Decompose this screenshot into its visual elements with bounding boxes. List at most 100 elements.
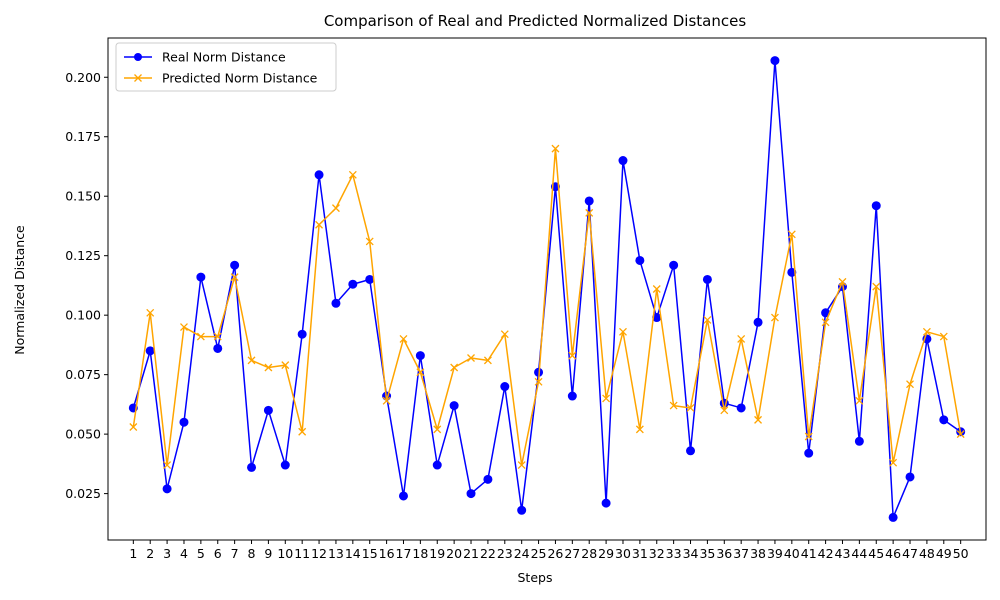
- x-marker: [146, 308, 155, 317]
- x-marker: [838, 277, 847, 286]
- data-point-predicted: [703, 315, 712, 324]
- data-point-predicted: [331, 204, 340, 213]
- data-point-real: [871, 201, 881, 211]
- chart-title: Comparison of Real and Predicted Normali…: [324, 12, 746, 30]
- data-point-predicted: [298, 427, 307, 436]
- x-tick-label: 50: [953, 546, 969, 561]
- x-marker: [264, 363, 273, 372]
- x-tick-label: 34: [683, 546, 699, 561]
- x-marker: [365, 237, 374, 246]
- data-point-predicted: [500, 330, 509, 339]
- x-tick-label: 32: [649, 546, 665, 561]
- x-marker: [247, 356, 256, 365]
- x-tick-label: 37: [733, 546, 749, 561]
- x-tick-label: 22: [480, 546, 496, 561]
- data-point-predicted: [754, 415, 763, 424]
- data-point-predicted: [146, 308, 155, 317]
- x-tick-label: 36: [716, 546, 732, 561]
- data-point-predicted: [196, 332, 205, 341]
- x-tick-label: 43: [835, 546, 851, 561]
- x-marker: [500, 330, 509, 339]
- x-marker: [619, 327, 627, 336]
- x-tick-label: 25: [531, 546, 547, 561]
- y-tick-label: 0.100: [65, 308, 101, 323]
- data-point-predicted: [855, 396, 864, 405]
- x-tick-label: 9: [264, 546, 272, 561]
- x-marker: [230, 273, 239, 282]
- x-tick-label: 5: [197, 546, 205, 561]
- data-point-real: [230, 260, 240, 270]
- axes-frame: [107, 37, 987, 541]
- data-point-real: [179, 417, 189, 427]
- x-tick-label: 16: [379, 546, 395, 561]
- x-tick-label: 1: [129, 546, 137, 561]
- data-point-predicted: [669, 401, 678, 410]
- data-point-predicted: [770, 313, 779, 322]
- data-point-real: [331, 298, 341, 308]
- x-marker: [382, 396, 391, 405]
- y-tick-label: 0.200: [65, 70, 101, 85]
- x-marker: [129, 423, 138, 431]
- x-tick-label: 11: [294, 546, 310, 561]
- data-point-real: [618, 156, 628, 166]
- x-tick-label: 4: [180, 546, 188, 561]
- x-marker: [399, 335, 408, 343]
- x-marker: [669, 401, 678, 410]
- x-tick-label: 46: [885, 546, 901, 561]
- data-point-real: [517, 505, 527, 515]
- y-tick-label: 0.175: [65, 129, 101, 144]
- x-tick-label: 3: [163, 546, 171, 561]
- data-point-real: [398, 491, 408, 501]
- x-marker: [163, 461, 172, 470]
- data-point-real: [500, 382, 510, 392]
- data-point-predicted: [787, 230, 796, 239]
- x-marker: [298, 427, 307, 436]
- x-tick-label: 15: [362, 546, 378, 561]
- data-point-real: [432, 460, 442, 470]
- legend-box: [115, 42, 337, 92]
- x-marker: [483, 356, 492, 365]
- data-point-real: [297, 329, 307, 339]
- y-tick-label: 0.125: [65, 248, 101, 263]
- data-point-predicted: [348, 170, 357, 179]
- data-point-real: [939, 415, 949, 425]
- x-marker: [585, 208, 594, 217]
- data-point-predicted: [281, 361, 290, 370]
- x-tick-label: 10: [277, 546, 293, 561]
- data-point-predicted: [956, 430, 965, 439]
- x-marker: [686, 403, 695, 412]
- data-point-predicted: [635, 425, 644, 434]
- x-marker: [551, 144, 560, 153]
- x-tick-label: 41: [801, 546, 817, 561]
- data-point-predicted: [568, 351, 577, 360]
- series-line-predicted: [132, 147, 962, 466]
- legend-label-predicted: Predicted Norm Distance: [162, 71, 318, 86]
- data-point-real: [888, 512, 898, 522]
- x-marker: [939, 332, 948, 341]
- x-tick-label: 18: [412, 546, 428, 561]
- x-tick-label: 19: [429, 546, 445, 561]
- data-point-predicted: [922, 327, 931, 336]
- x-marker: [889, 458, 898, 467]
- data-point-predicted: [433, 425, 442, 434]
- x-tick-label: 39: [767, 546, 783, 561]
- data-point-real: [567, 391, 577, 401]
- x-marker: [196, 332, 205, 341]
- data-point-real: [348, 279, 358, 289]
- y-tick-label: 0.025: [65, 486, 101, 501]
- series-line-real: [132, 59, 962, 519]
- x-marker: [517, 461, 526, 470]
- x-tick-label: 45: [868, 546, 884, 561]
- data-point-predicted: [129, 423, 138, 431]
- data-point-predicted: [821, 318, 830, 327]
- x-tick-label: 44: [851, 546, 867, 561]
- x-tick-label: 26: [547, 546, 563, 561]
- legend: Real Norm Distance Predicted Norm Distanc…: [115, 42, 337, 92]
- x-marker: [450, 363, 459, 372]
- data-point-predicted: [906, 380, 914, 389]
- data-point-real: [584, 196, 594, 206]
- x-marker: [433, 425, 442, 434]
- y-axis-title: Normalized Distance: [12, 225, 27, 355]
- data-point-real: [162, 484, 172, 494]
